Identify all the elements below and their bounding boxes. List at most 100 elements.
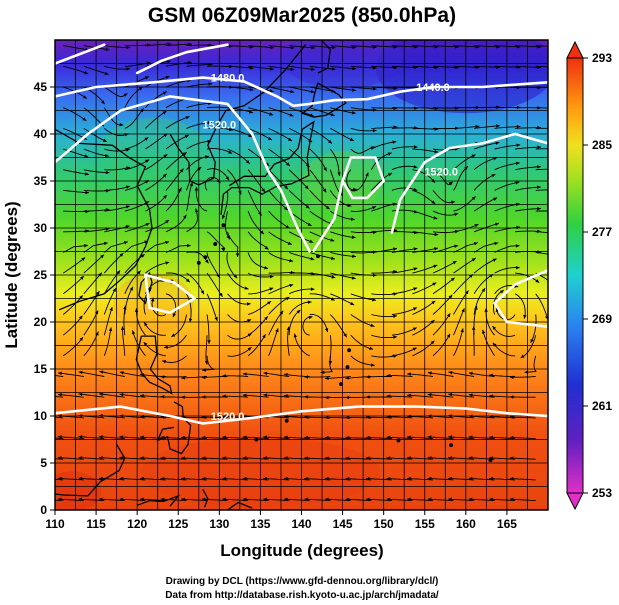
streamline-arrow: [430, 340, 435, 345]
streamline: [222, 190, 229, 220]
streamline: [535, 231, 548, 234]
streamline: [165, 134, 189, 150]
streamline-arrow: [309, 239, 314, 243]
streamline: [83, 254, 105, 274]
streamline: [121, 326, 126, 356]
streamline-arrow: [248, 133, 253, 137]
contour-line: [55, 405, 548, 425]
streamline-arrow: [145, 76, 149, 80]
streamline-arrow: [172, 313, 176, 318]
streamline-arrow: [204, 360, 209, 365]
coastline: [135, 335, 173, 395]
streamline-arrow: [454, 212, 459, 217]
streamline-arrow: [468, 497, 473, 502]
streamline-arrow: [171, 333, 176, 337]
streamline-arrow: [324, 328, 329, 332]
streamline-arrow: [468, 476, 473, 481]
streamline-arrow: [330, 238, 335, 242]
streamline-arrow: [386, 415, 391, 419]
streamline-arrow: [99, 497, 103, 502]
streamline-arrow: [345, 435, 350, 440]
streamline-arrow: [242, 393, 247, 398]
streamline: [247, 127, 273, 141]
streamline: [55, 458, 64, 460]
streamline-arrow: [310, 256, 315, 261]
streamline: [453, 273, 474, 295]
streamline: [468, 415, 495, 419]
streamline-arrow: [386, 435, 391, 440]
streamline: [309, 148, 328, 172]
streamline: [55, 478, 64, 481]
streamline: [304, 436, 331, 440]
streamline: [412, 264, 438, 274]
streamline-arrow: [99, 435, 103, 439]
streamline: [330, 127, 354, 142]
streamline-arrow: [516, 265, 520, 270]
x-tick-label: 135: [250, 517, 270, 531]
streamline: [453, 290, 469, 315]
streamline: [201, 416, 228, 419]
streamline-arrow: [222, 374, 226, 378]
streamline: [119, 477, 146, 481]
streamline-arrow: [270, 45, 274, 50]
streamline: [448, 415, 475, 419]
streamline-arrow: [163, 154, 168, 158]
streamline: [103, 306, 113, 336]
streamline: [201, 376, 228, 379]
streamline-arrow: [245, 159, 250, 164]
streamline: [104, 225, 130, 233]
streamline-arrow: [366, 476, 370, 481]
streamline-arrow: [264, 245, 269, 250]
streamline-arrow: [140, 476, 144, 481]
streamline-arrow: [413, 307, 417, 311]
streamline: [289, 86, 315, 93]
streamline-arrow: [194, 186, 199, 191]
streamline: [268, 169, 289, 190]
streamline: [119, 436, 146, 440]
streamline: [448, 477, 475, 481]
streamline: [350, 146, 375, 154]
streamline: [57, 415, 84, 419]
streamline-arrow: [468, 371, 473, 376]
contour-label: 1480.0: [211, 73, 245, 85]
streamline: [473, 242, 499, 253]
streamline-arrow: [494, 241, 499, 246]
streamline-arrow: [448, 294, 453, 299]
streamline-arrow: [407, 414, 411, 419]
streamline: [309, 293, 335, 301]
streamline-arrow: [537, 145, 541, 149]
streamline: [247, 334, 266, 357]
streamline-arrow: [516, 225, 521, 230]
streamline-arrow: [242, 456, 247, 460]
streamline-arrow: [413, 187, 418, 192]
streamline-arrow: [222, 456, 226, 460]
streamline: [453, 328, 464, 357]
streamline: [345, 478, 372, 481]
streamline: [407, 477, 434, 481]
streamline: [345, 498, 372, 502]
streamline: [165, 168, 184, 191]
streamline: [391, 187, 418, 191]
streamline-arrow: [283, 394, 288, 398]
streamline: [432, 260, 457, 274]
streamline: [302, 316, 313, 336]
streamline-arrow: [123, 241, 128, 245]
streamline-arrow: [351, 235, 356, 239]
streamline-arrow: [222, 476, 226, 481]
streamline: [78, 498, 105, 502]
streamline-arrow: [283, 414, 288, 419]
y-tick-label: 0: [40, 503, 47, 517]
y-tick-label: 20: [34, 315, 48, 329]
streamline: [83, 331, 99, 357]
streamline-arrow: [78, 392, 83, 397]
streamline-arrow: [269, 89, 274, 93]
streamline-arrow: [407, 476, 411, 481]
streamline-arrow: [554, 284, 558, 288]
streamline: [350, 86, 377, 90]
streamline-arrow: [448, 392, 453, 397]
streamline-arrow: [345, 456, 350, 460]
coastline: [220, 120, 315, 215]
streamline: [104, 205, 130, 212]
streamline: [509, 457, 536, 460]
streamline-arrow: [221, 215, 226, 220]
